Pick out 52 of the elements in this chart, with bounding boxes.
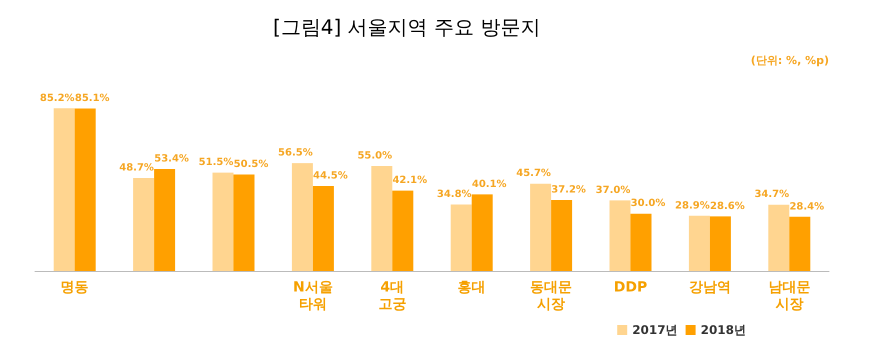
bar <box>688 216 710 271</box>
data-label: 53.4% <box>154 154 189 165</box>
x-tick-label: 홍대 <box>458 280 486 296</box>
text: (단위: %, %p) <box>750 54 830 67</box>
x-tick-label: 동대문 시장 <box>530 280 572 312</box>
bar <box>472 194 493 271</box>
bar <box>551 200 572 271</box>
x-tick-label: DDP <box>614 280 648 296</box>
data-label: 85.1% <box>74 92 110 104</box>
data-label: 34.8% <box>436 189 472 200</box>
bar <box>710 216 731 271</box>
data-label: 55.0% <box>357 150 392 162</box>
data-label: 48.7% <box>119 162 154 174</box>
data-label: 50.5% <box>234 159 268 170</box>
x-tick-label: N서울 타워 <box>293 280 333 312</box>
data-label: 28.4% <box>789 201 824 212</box>
x-tick-label: 강남역 <box>688 280 731 296</box>
bar <box>292 163 313 271</box>
data-label: 28.9% <box>675 200 710 212</box>
data-label: 30.0% <box>630 198 666 210</box>
chart-title: [그림4] 서울지역 주요 방문지 <box>273 15 540 39</box>
bar <box>630 214 652 271</box>
bar <box>133 178 154 271</box>
x-tick-label: 명동 <box>60 280 89 296</box>
bar <box>530 184 552 271</box>
bar <box>234 174 254 271</box>
x-tick-label: 남대문 시장 <box>768 280 810 312</box>
data-label: 37.2% <box>551 184 586 196</box>
bar <box>54 108 75 271</box>
data-label: 44.5% <box>313 170 348 182</box>
data-label: 28.6% <box>710 200 745 212</box>
data-label: 56.5% <box>278 148 313 159</box>
x-tick-label: 4대 고궁 <box>378 280 406 312</box>
bar <box>450 204 472 271</box>
data-label: 51.5% <box>198 157 234 168</box>
data-label: 37.0% <box>596 184 630 196</box>
bar <box>212 172 234 271</box>
bar <box>610 200 630 271</box>
bar <box>312 186 334 271</box>
bar <box>789 216 810 271</box>
bar <box>74 108 96 271</box>
data-label: 45.7% <box>516 168 551 180</box>
legend-label: 2017년 <box>632 323 678 337</box>
data-label: 85.2% <box>40 92 75 104</box>
bar <box>371 166 392 271</box>
legend-label: 2018년 <box>700 323 746 337</box>
data-label: 34.7% <box>754 189 790 200</box>
data-label: 40.1% <box>472 178 507 190</box>
bar <box>392 190 414 271</box>
data-label: 42.1% <box>392 175 428 186</box>
bar <box>154 169 176 271</box>
bar <box>768 204 790 271</box>
